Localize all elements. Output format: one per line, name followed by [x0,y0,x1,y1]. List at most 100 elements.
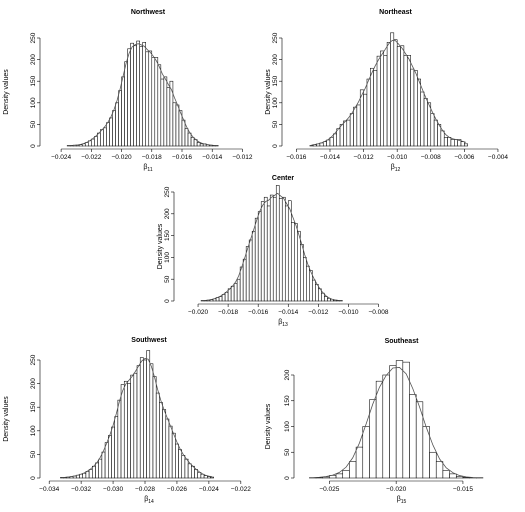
y-tick-label: 150 [284,395,291,406]
histogram-bar [184,458,189,479]
y-tick-label: 50 [284,448,291,456]
x-tick-label: −0.032 [71,486,91,493]
histogram-bar [356,104,361,147]
panel-center: Center −0.020 −0.018 −0.016 −0.014 −0.012 −0.0… [157,175,389,328]
histogram-bar [400,45,405,147]
x-tick-label: −0.020 [386,486,406,493]
histogram-bar [218,296,223,302]
histogram-bar [455,476,464,479]
histogram-bar [376,55,381,147]
histogram-bar [322,141,327,147]
histogram-bar [433,119,438,147]
panel-title: Northwest [131,9,166,16]
x-tick-label: −0.020 [112,154,132,161]
histogram-bar [133,45,137,147]
histogram-bar [118,90,122,147]
histogram-bar [121,76,125,147]
y-axis-label: Density values [265,69,272,115]
histogram-bar [178,449,183,479]
y-tick-label: 250 [164,186,171,197]
y-tick-label: 150 [30,401,37,412]
histogram-bar [339,124,344,147]
x-tick-label: −0.025 [319,486,339,493]
x-tick-label: −0.008 [421,154,441,161]
y-tick-label: 50 [30,120,37,128]
y-tick-label: 100 [284,421,291,432]
x-tick-label: −0.022 [81,154,101,161]
histogram-bar [163,76,168,147]
histogram-bar [148,50,153,147]
histogram-bar [257,211,262,302]
y-tick-label: 100 [30,97,37,108]
x-tick-label: −0.004 [488,154,508,161]
histogram-bar [442,469,450,479]
y-tick-label: 250 [30,32,37,43]
x-axis-label: β12 [391,164,401,173]
histogram-bar [106,122,110,147]
histogram-bar [297,230,301,302]
histogram-bar [248,239,253,302]
histogram-bar [329,137,334,147]
histogram-bar [429,451,437,479]
density-curve [311,40,467,146]
histogram-bar [281,196,286,302]
x-axis-label-subscript: 13 [282,322,288,328]
x-tick-label: −0.018 [218,309,238,316]
x-tick-label: −0.010 [387,154,407,161]
histogram-bar [94,136,98,147]
histogram-bar [380,50,385,147]
histogram-bar [363,93,368,147]
histogram-bar [175,104,180,147]
x-axis-label-symbol: β [278,319,282,326]
histogram-bar [315,284,319,302]
histogram-bar [207,476,211,479]
density-curve [202,192,341,301]
histogram-bar [327,298,331,302]
x-tick-label: −0.024 [199,486,219,493]
histogram-bar [139,357,144,479]
panel-northwest: Northwest −0.024 −0.022 −0.020 −0.018 −0.016 −… [3,9,253,173]
histogram-bar [165,418,170,479]
histogram-bar [197,472,202,479]
x-tick-label: −0.012 [354,154,374,161]
y-tick-label: 200 [272,54,279,65]
x-tick-label: −0.016 [172,154,192,161]
x-axis-label-symbol: β [144,496,148,503]
histogram-bar [123,380,128,479]
histogram-bar [440,130,445,147]
histogram-bar [101,451,106,479]
panel-southeast: Southeast−0.025 −0.020 −0.015β150501001502… [265,338,484,505]
histogram-bar [462,477,470,479]
histogram-bar [230,285,235,302]
histogram-bar [435,461,444,479]
histogram-bar [168,425,173,479]
histogram-bar [142,42,147,147]
histogram-bar [278,198,283,302]
histogram-bar [427,102,432,147]
histogram-bar [359,89,364,147]
y-tick-label: 150 [164,230,171,241]
x-tick-label: −0.016 [248,309,268,316]
histogram-bar [210,476,214,479]
histogram-bar [187,132,192,147]
x-axis-label-symbol: β [143,164,147,171]
x-tick-label: −0.026 [167,486,187,493]
histogram-bar [85,471,90,479]
histogram-bar [130,374,135,479]
histogram-bar [370,67,374,147]
histogram-bar [139,46,143,147]
x-axis-label: β11 [143,164,152,173]
histogram-bar [390,32,395,147]
histogram-bar [224,292,229,302]
x-tick-label: −0.014 [278,309,298,316]
histogram-bar [321,292,325,302]
histogram-bar [343,120,348,147]
histogram-bar [154,57,159,147]
x-axis-label: β14 [144,496,154,505]
x-tick-label: −0.016 [286,154,306,161]
histogram-bar [184,128,189,147]
histogram-bar [194,469,198,479]
histogram-bar [160,78,165,147]
panel-southwest: Southwest −0.034 −0.032 −0.030 −0.028 −0.026 −… [3,337,251,505]
density-curve [68,43,217,146]
